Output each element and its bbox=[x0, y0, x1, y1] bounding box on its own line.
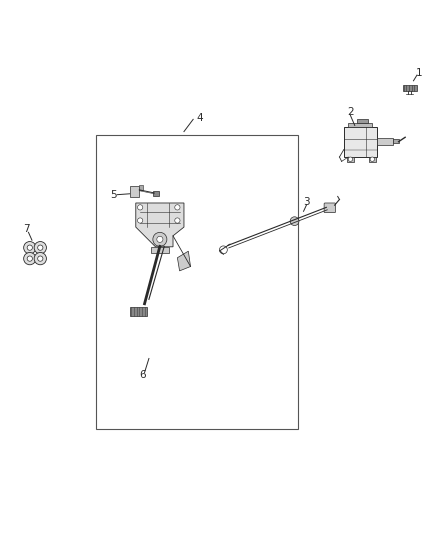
Circle shape bbox=[27, 245, 32, 251]
Text: 4: 4 bbox=[196, 112, 203, 123]
Circle shape bbox=[34, 241, 46, 254]
Bar bbox=[357, 119, 368, 123]
Circle shape bbox=[348, 157, 353, 161]
Circle shape bbox=[138, 205, 143, 210]
Text: 1: 1 bbox=[416, 68, 423, 78]
Circle shape bbox=[24, 241, 36, 254]
Text: 6: 6 bbox=[139, 370, 146, 380]
Text: 2: 2 bbox=[347, 107, 354, 117]
Circle shape bbox=[370, 157, 374, 161]
Polygon shape bbox=[177, 251, 191, 271]
Circle shape bbox=[38, 245, 43, 251]
Circle shape bbox=[24, 253, 36, 265]
Circle shape bbox=[34, 253, 46, 265]
Bar bbox=[348, 123, 372, 127]
Bar bbox=[393, 139, 399, 143]
Circle shape bbox=[157, 236, 163, 243]
Bar bbox=[377, 138, 393, 145]
Bar bbox=[130, 187, 139, 197]
Bar bbox=[151, 247, 169, 253]
Circle shape bbox=[38, 256, 43, 261]
Polygon shape bbox=[136, 203, 184, 247]
Circle shape bbox=[175, 205, 180, 210]
Circle shape bbox=[175, 218, 180, 223]
Bar bbox=[403, 85, 417, 91]
Polygon shape bbox=[130, 307, 147, 316]
Bar bbox=[153, 191, 159, 197]
Bar bbox=[96, 135, 298, 429]
Circle shape bbox=[138, 218, 143, 223]
Text: 5: 5 bbox=[110, 190, 117, 200]
FancyBboxPatch shape bbox=[324, 203, 336, 213]
Circle shape bbox=[290, 217, 299, 225]
Circle shape bbox=[27, 256, 32, 261]
Text: 3: 3 bbox=[303, 197, 310, 207]
Bar bbox=[344, 127, 377, 157]
Bar bbox=[347, 157, 354, 162]
Bar bbox=[369, 157, 376, 162]
Text: 7: 7 bbox=[23, 224, 30, 235]
Circle shape bbox=[219, 246, 227, 254]
Circle shape bbox=[153, 232, 167, 246]
Bar bbox=[139, 185, 143, 190]
